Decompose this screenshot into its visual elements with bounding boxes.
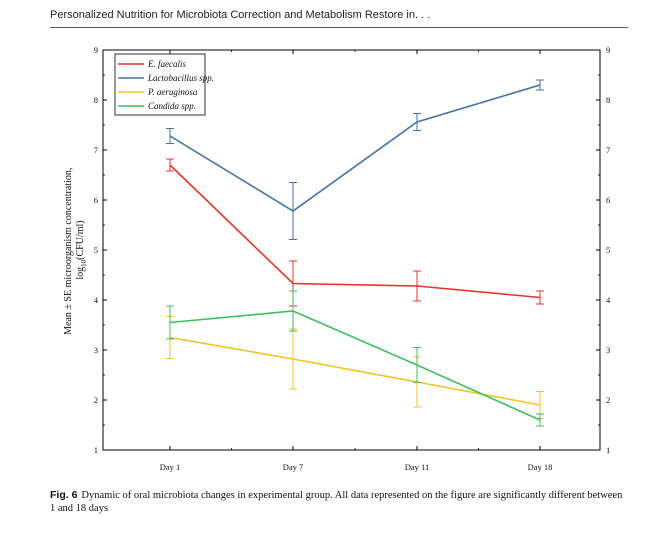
y-axis-label-line2-suffix: (CFU/ml)	[75, 220, 86, 259]
series-group	[166, 79, 544, 240]
y-axis-label-line2-sub: 10	[80, 259, 88, 267]
y-axis-label: Mean ± SE microorganism concentration, l…	[63, 165, 88, 335]
legend-label: P. aeruginosa	[147, 87, 198, 97]
y-tick-label-right: 4	[606, 295, 611, 305]
y-tick-label-left: 5	[94, 245, 98, 255]
y-tick-label-right: 2	[606, 395, 610, 405]
series-group	[166, 316, 544, 419]
series-line	[169, 336, 541, 406]
y-tick-label-right: 1	[606, 445, 610, 455]
series-line	[169, 310, 541, 421]
y-axis-right: 1 2 3 4 5 6 7 8 9	[596, 45, 611, 455]
y-tick-label-left: 4	[94, 295, 99, 305]
legend-label: Candida spp.	[148, 101, 196, 111]
y-axis-left: 1 2 3 4 5 6 7 8 9	[94, 45, 107, 455]
y-tick-label-left: 2	[94, 395, 98, 405]
y-tick-label-left: 3	[94, 345, 98, 355]
y-tick-label-right: 7	[606, 145, 610, 155]
y-tick-label-left: 6	[94, 195, 98, 205]
figure-label: Fig. 6	[50, 489, 78, 501]
legend-label: Lactobacillus spp.	[147, 73, 214, 83]
series-layer	[166, 79, 544, 427]
y-tick-label-left: 1	[94, 445, 98, 455]
legend-label: E. faecalis	[147, 59, 186, 69]
y-tick-label-right: 8	[606, 95, 610, 105]
x-tick-label: Day 18	[528, 462, 553, 472]
caption-text: Dynamic of oral microbiota changes in ex…	[50, 490, 623, 514]
legend: E. faecalis Lactobacillus spp. P. aerugino…	[114, 53, 214, 116]
y-axis-label-line2-prefix: log	[75, 267, 86, 280]
running-title: Personalized Nutrition for Microbiota Co…	[50, 9, 431, 21]
y-tick-label-left: 9	[94, 45, 98, 55]
series-line	[169, 84, 541, 212]
y-tick-label-right: 3	[606, 345, 610, 355]
figure-caption: Fig. 6 Dynamic of oral microbiota changes…	[50, 489, 630, 515]
y-tick-label-left: 8	[94, 95, 98, 105]
y-tick-label-left: 7	[94, 145, 98, 155]
x-tick-label: Day 1	[160, 462, 181, 472]
y-tick-label-right: 5	[606, 245, 610, 255]
x-tick-label: Day 7	[283, 462, 304, 472]
series-group	[166, 290, 544, 427]
y-tick-label-right: 6	[606, 195, 610, 205]
header-rule	[50, 27, 628, 28]
x-tick-label: Day 11	[405, 462, 429, 472]
y-tick-label-right: 9	[606, 45, 610, 55]
series-line	[169, 164, 541, 299]
y-axis-label-line1: Mean ± SE microorganism concentration,	[63, 168, 74, 335]
x-axis: Day 1 Day 7 Day 11 Day 18	[160, 50, 553, 472]
series-group	[166, 158, 544, 307]
